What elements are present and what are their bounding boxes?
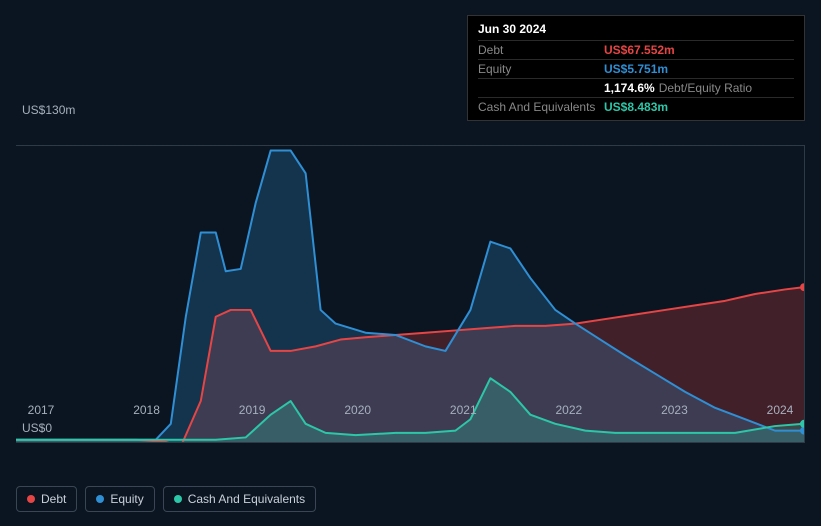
y-axis-max-label: US$130m bbox=[22, 103, 75, 117]
chart-legend: Debt Equity Cash And Equivalents bbox=[16, 486, 316, 512]
chart-tooltip: Jun 30 2024 DebtUS$67.552mEquityUS$5.751… bbox=[467, 15, 805, 121]
chart-container: US$130m US$0 201720182019202020212022202… bbox=[16, 125, 805, 475]
legend-item[interactable]: Cash And Equivalents bbox=[163, 486, 316, 512]
x-axis-tick-label: 2021 bbox=[450, 403, 477, 417]
legend-swatch bbox=[27, 495, 35, 503]
x-axis-tick-label: 2019 bbox=[239, 403, 266, 417]
legend-item[interactable]: Debt bbox=[16, 486, 77, 512]
legend-swatch bbox=[96, 495, 104, 503]
tooltip-row-label bbox=[478, 81, 604, 95]
tooltip-row-suffix: Debt/Equity Ratio bbox=[659, 81, 752, 95]
x-axis-tick-label: 2017 bbox=[28, 403, 55, 417]
x-axis-tick-label: 2024 bbox=[767, 403, 794, 417]
tooltip-date: Jun 30 2024 bbox=[478, 22, 794, 40]
tooltip-row-label: Cash And Equivalents bbox=[478, 100, 604, 114]
tooltip-row-value: 1,174.6% bbox=[604, 81, 655, 95]
x-axis-tick-label: 2023 bbox=[661, 403, 688, 417]
x-axis-tick-label: 2020 bbox=[344, 403, 371, 417]
equity-area bbox=[16, 151, 804, 442]
chart-plot-area[interactable] bbox=[16, 145, 805, 443]
legend-label: Equity bbox=[110, 492, 143, 506]
tooltip-row: EquityUS$5.751m bbox=[478, 59, 794, 78]
legend-swatch bbox=[174, 495, 182, 503]
tooltip-row-value: US$67.552m bbox=[604, 43, 675, 57]
x-axis-labels: 2017 2018 2019 2020 2021 2022 2023 2024 bbox=[16, 403, 805, 421]
tooltip-row: Cash And EquivalentsUS$8.483m bbox=[478, 97, 794, 116]
legend-item[interactable]: Equity bbox=[85, 486, 154, 512]
tooltip-row-label: Equity bbox=[478, 62, 604, 76]
tooltip-row: DebtUS$67.552m bbox=[478, 40, 794, 59]
x-axis-tick-label: 2022 bbox=[555, 403, 582, 417]
tooltip-row-value: US$5.751m bbox=[604, 62, 668, 76]
tooltip-row: 1,174.6% Debt/Equity Ratio bbox=[478, 78, 794, 97]
x-axis-tick-label: 2018 bbox=[133, 403, 160, 417]
tooltip-row-label: Debt bbox=[478, 43, 604, 57]
legend-label: Cash And Equivalents bbox=[188, 492, 305, 506]
tooltip-row-value: US$8.483m bbox=[604, 100, 668, 114]
legend-label: Debt bbox=[41, 492, 66, 506]
